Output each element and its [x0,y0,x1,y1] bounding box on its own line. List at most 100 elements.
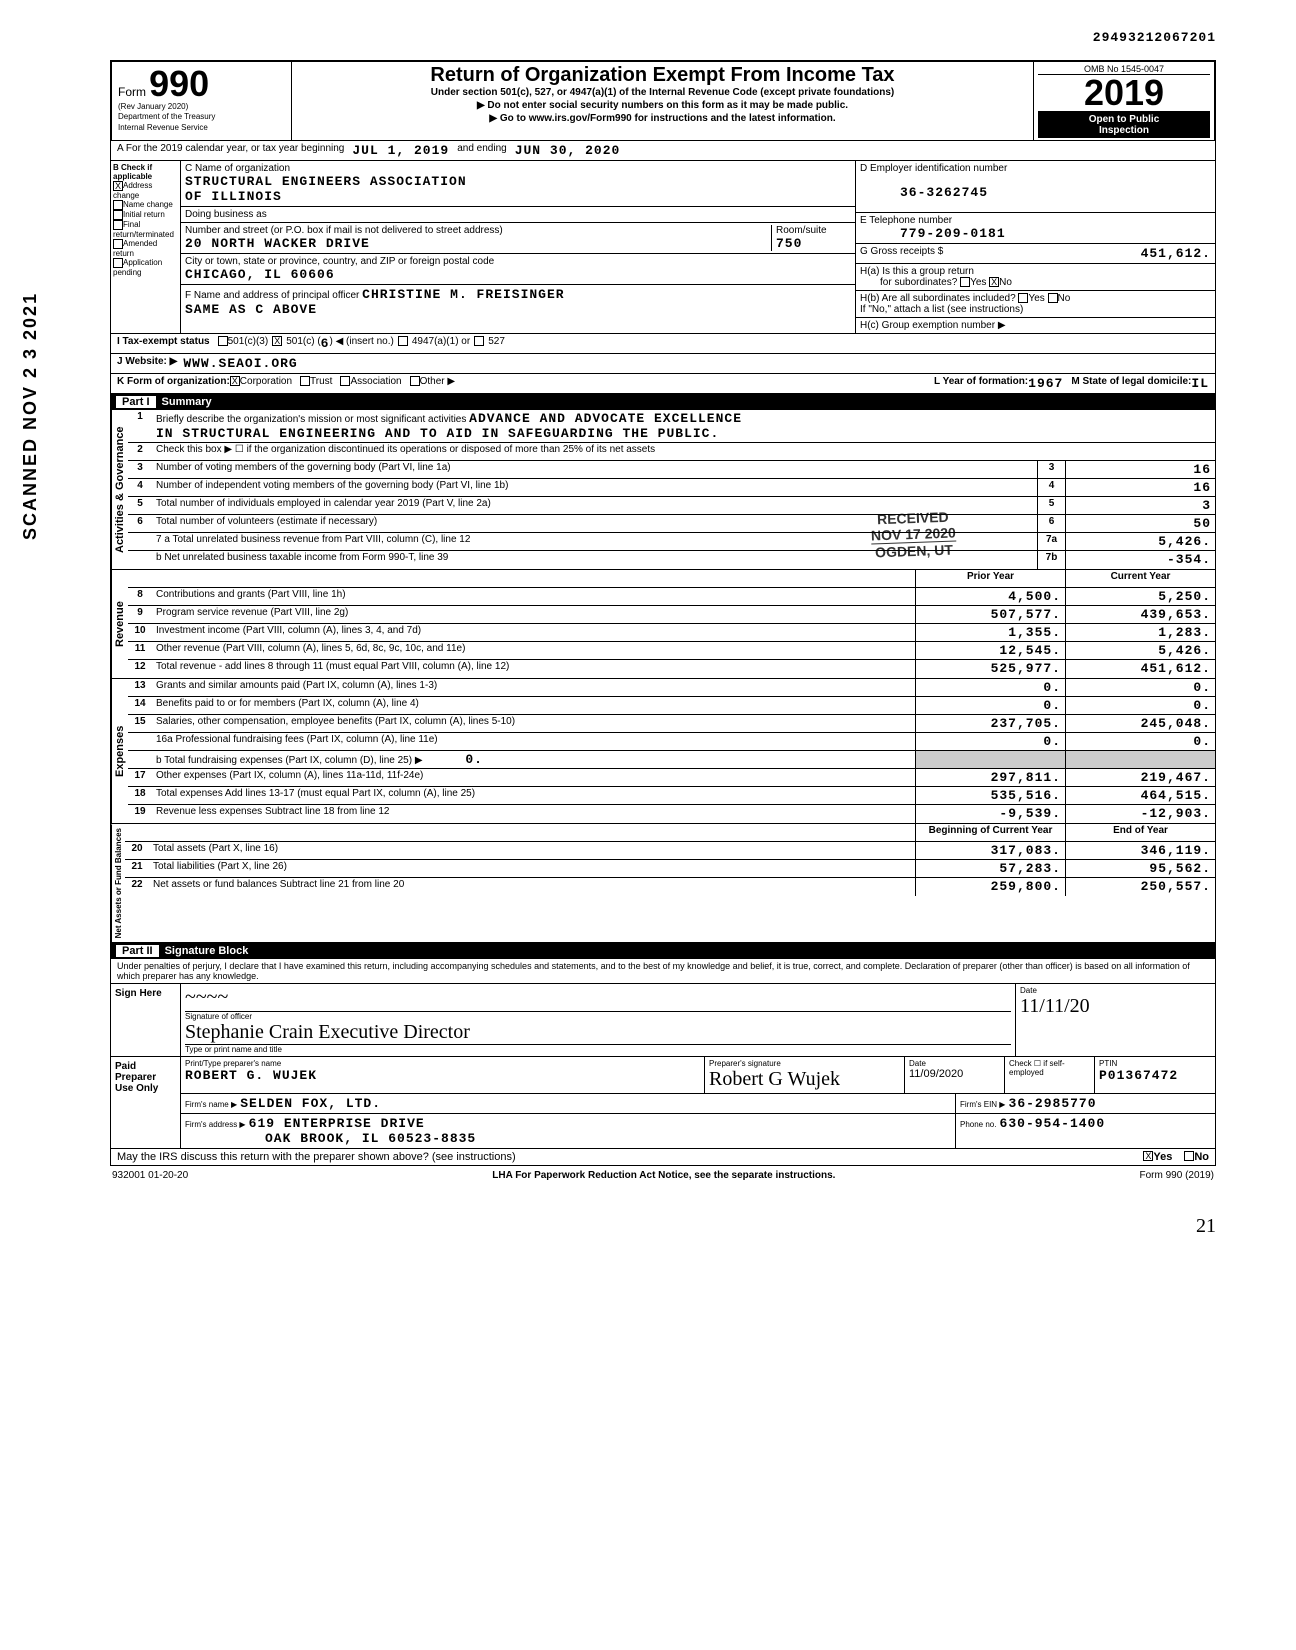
net-body: Beginning of Current YearEnd of Year 20T… [125,824,1215,942]
box-4: 4 [1037,479,1065,496]
chk-trust[interactable] [300,376,310,386]
c16a: 0. [1065,733,1215,750]
chk-final[interactable]: Final return/terminated [113,220,178,239]
chk-501c[interactable]: X [272,336,282,346]
self-emp-cell: Check ☐ if self-employed [1005,1057,1095,1093]
chk-initial-box[interactable] [113,210,123,220]
num-16b [128,751,152,768]
chk-amended-box[interactable] [113,239,123,249]
ha-no-box[interactable]: X [989,277,999,287]
org-name1: STRUCTURAL ENGINEERS ASSOCIATION [185,174,467,189]
ptin-cell: PTIN P01367472 [1095,1057,1215,1093]
num-5: 5 [128,497,152,514]
street: 20 NORTH WACKER DRIVE [185,236,370,251]
check-hdr: B Check if applicable [113,163,178,181]
chk-addr[interactable]: XAddress change [113,181,178,200]
p13: 0. [915,679,1065,696]
line-7b: b Net unrelated business taxable income … [128,551,1215,569]
l-label: L Year of formation: [934,376,1028,391]
prep-date: 11/09/2020 [909,1068,1000,1080]
line-21: 21Total liabilities (Part X, line 26)57,… [125,860,1215,878]
501c-num: 6 [321,336,330,351]
desc-21: Total liabilities (Part X, line 26) [149,860,915,877]
line-5: 5Total number of individuals employed in… [128,497,1215,515]
part1-header: Part I Summary [110,394,1216,410]
rev-col-hdr: Prior YearCurrent Year [128,570,1215,588]
row-a-mid: and ending [457,143,507,158]
hb-yes-box[interactable] [1018,293,1028,303]
firm-phone-cell: Phone no. 630-954-1400 [955,1114,1215,1148]
desc-3: Number of voting members of the governin… [152,461,1037,478]
chk-name-box[interactable] [113,200,123,210]
website-url: WWW.SEAOI.ORG [183,356,297,371]
part1-title: Summary [162,396,212,408]
line-16a: 16a Professional fundraising fees (Part … [128,733,1215,751]
sign-date: 11/11/20 [1020,995,1211,1018]
chk-527[interactable] [474,336,484,346]
chk-corp[interactable]: X [230,376,240,386]
num-21: 21 [125,860,149,877]
org-name2: OF ILLINOIS [185,189,282,204]
desc-10: Investment income (Part VIII, column (A)… [152,624,915,641]
val-4: 16 [1065,479,1215,496]
b22: 259,800. [915,878,1065,896]
header-left: Form 990 (Rev January 2020) Department o… [112,62,292,140]
footer-right: Form 990 (2019) [1140,1170,1214,1181]
chk-501c3[interactable] [218,336,228,346]
num-19: 19 [128,805,152,823]
chk-applic[interactable]: Application pending [113,258,178,277]
lbl-4947: 4947(a)(1) or [412,336,470,351]
val-16b: 0. [465,752,483,767]
header-mid: Return of Organization Exempt From Incom… [292,62,1034,140]
city-label: City or town, state or province, country… [185,256,494,267]
firm-label: Firm's name ▶ [185,1100,237,1109]
discuss-yes-box[interactable]: X [1143,1151,1153,1161]
desc-17: Other expenses (Part IX, column (A), lin… [152,769,915,786]
lbl-501c3: 501(c)(3) [228,336,269,351]
mission-text1: ADVANCE AND ADVOCATE EXCELLENCE [469,411,742,426]
discuss-no-box[interactable] [1184,1151,1194,1161]
num-16a [128,733,152,750]
val-3: 16 [1065,461,1215,478]
firm-ein-cell: Firm's EIN ▶ 36-2985770 [955,1094,1215,1113]
p19: -9,539. [915,805,1065,823]
preparer-name-cell: Print/Type preparer's name ROBERT G. WUJ… [181,1057,705,1093]
desc-2: Check this box ▶ ☐ if the organization d… [152,443,1215,460]
sign-date-cell: Date 11/11/20 [1015,984,1215,1056]
desc-15: Salaries, other compensation, employee b… [152,715,915,732]
officer-typed: Stephanie Crain Executive Director [185,1021,1011,1045]
expenses-body: 13Grants and similar amounts paid (Part … [128,679,1215,823]
ha-yes-box[interactable] [960,277,970,287]
prep-name: ROBERT G. WUJEK [185,1068,700,1083]
chk-amended[interactable]: Amended return [113,239,178,258]
chk-other[interactable] [410,376,420,386]
hb-no-box[interactable] [1048,293,1058,303]
chk-4947[interactable] [398,336,408,346]
p8: 4,500. [915,588,1065,605]
c16b [1065,751,1215,768]
city-cell: City or town, state or province, country… [181,254,855,285]
chk-assoc[interactable] [340,376,350,386]
chk-name[interactable]: Name change [113,200,178,210]
form-subtitle: Under section 501(c), 527, or 4947(a)(1)… [298,87,1027,98]
open-public: Open to Public Inspection [1038,111,1210,138]
dept-treasury: Department of the Treasury [118,113,285,122]
p14: 0. [915,697,1065,714]
chk-addr-box[interactable]: X [113,181,123,191]
footer-mid: LHA For Paperwork Reduction Act Notice, … [492,1170,835,1181]
desc-11: Other revenue (Part VIII, column (A), li… [152,642,915,659]
line-9: 9Program service revenue (Part VIII, lin… [128,606,1215,624]
addr-main: Number and street (or P.O. box if mail i… [185,225,771,251]
hb-no: No [1058,293,1071,304]
city: CHICAGO, IL 60606 [185,267,335,282]
lbl-16b: b Total fundraising expenses (Part IX, c… [156,755,423,766]
chk-applic-box[interactable] [113,258,123,268]
phone: 779-209-0181 [900,226,1006,241]
officer-cell: F Name and address of principal officer … [181,285,855,319]
paid-left: Paid Preparer Use Only [111,1057,181,1148]
chk-final-box[interactable] [113,220,123,230]
line-19: 19Revenue less expenses Subtract line 18… [128,805,1215,823]
chk-initial[interactable]: Initial return [113,210,178,220]
signature-block: Under penalties of perjury, I declare th… [110,959,1216,1166]
addr-cell: Number and street (or P.O. box if mail i… [181,223,855,254]
